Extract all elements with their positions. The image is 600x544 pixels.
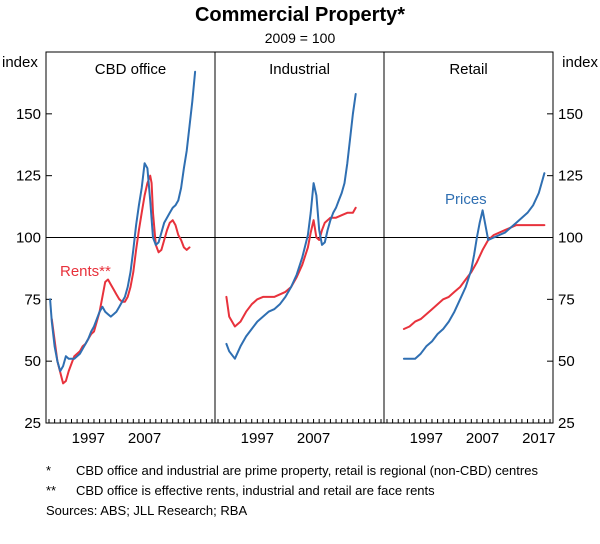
plot-area: 25 25 50 50 75 75 100 100 125 125 150 150 1997 2007 19… — [16, 51, 583, 447]
footnote-2-mark: ** — [46, 483, 57, 498]
series-rents-panel-2 — [225, 206, 357, 328]
annotation-prices-panel-3: Prices — [445, 191, 487, 208]
y-tick-label-right: 50 — [558, 353, 575, 370]
y-tick-label-right: 75 — [558, 291, 575, 308]
y-tick-label-left: 150 — [16, 106, 41, 123]
x-tick-label: 1997 — [410, 430, 443, 447]
series-prices-panel-1 — [49, 70, 197, 373]
left-axis-unit: index — [2, 54, 38, 71]
footnote-1-text: CBD office and industrial are prime prop… — [76, 463, 538, 478]
x-tick-label: 2007 — [128, 430, 161, 447]
chart-subtitle: 2009 = 100 — [265, 30, 336, 46]
y-tick-label-right: 150 — [558, 106, 583, 123]
series-rents-panel-1 — [50, 174, 191, 385]
y-tick-label-right: 25 — [558, 415, 575, 432]
y-tick-label-left: 100 — [16, 230, 41, 247]
series-prices-panel-2 — [225, 93, 357, 360]
x-tick-label: 2007 — [466, 430, 499, 447]
x-tick-label: 2007 — [297, 430, 330, 447]
right-axis-unit: index — [562, 54, 598, 71]
panel-title-2: Industrial — [269, 61, 330, 78]
y-tick-label-left: 50 — [24, 353, 41, 370]
panel-title-3: Retail — [449, 61, 487, 78]
sources-line: Sources: ABS; JLL Research; RBA — [46, 503, 248, 518]
footnote-2: ** CBD office is effective rents, indust… — [46, 482, 586, 499]
x-tick-label: 2017 — [522, 430, 555, 447]
y-tick-label-left: 75 — [24, 291, 41, 308]
footnote-2-text: CBD office is effective rents, industria… — [76, 483, 435, 498]
y-tick-label-left: 25 — [24, 415, 41, 432]
y-tick-label-right: 100 — [558, 230, 583, 247]
panel-title-1: CBD office — [95, 61, 166, 78]
footnote-1-mark: * — [46, 463, 52, 478]
annotation-rents-panel-1: Rents** — [60, 263, 111, 280]
y-tick-label-right: 125 — [558, 168, 583, 185]
chart-title: Commercial Property* — [195, 4, 405, 26]
footnote-1: * CBD office and industrial are prime pr… — [46, 462, 586, 479]
series-rents-panel-3 — [402, 224, 546, 330]
series-prices-panel-3 — [402, 172, 546, 360]
y-tick-label-left: 125 — [16, 168, 41, 185]
x-tick-label: 1997 — [241, 430, 274, 447]
chart-notes: * CBD office and industrial are prime pr… — [46, 462, 586, 519]
x-tick-label: 1997 — [72, 430, 105, 447]
